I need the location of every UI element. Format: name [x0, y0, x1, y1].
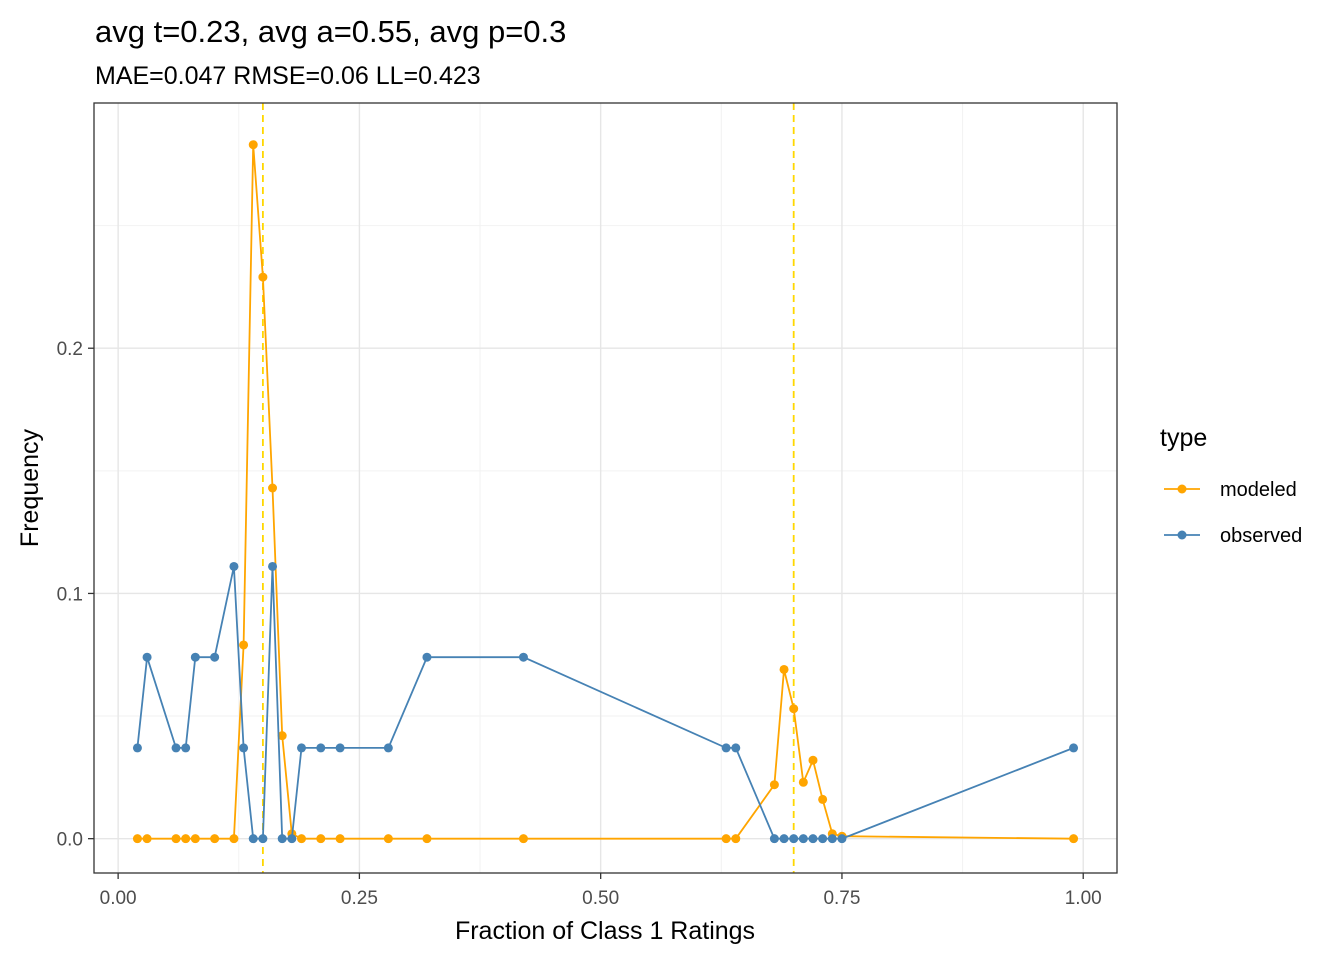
data-point-modeled	[721, 834, 731, 844]
data-point-observed	[239, 743, 249, 753]
data-point-modeled	[518, 834, 528, 844]
data-point-modeled	[779, 664, 789, 674]
y-axis-title: Frequency	[16, 428, 44, 547]
data-point-modeled	[181, 834, 191, 844]
data-point-modeled	[132, 834, 142, 844]
x-axis-title: Fraction of Class 1 Ratings	[455, 917, 755, 945]
data-point-modeled	[248, 140, 258, 150]
data-point-modeled	[142, 834, 152, 844]
data-point-observed	[789, 834, 799, 844]
data-point-modeled	[818, 794, 828, 804]
data-point-modeled	[239, 640, 249, 650]
legend-label-observed: observed	[1220, 525, 1302, 547]
data-point-modeled	[789, 704, 799, 714]
data-point-observed	[808, 834, 818, 844]
data-point-observed	[171, 743, 181, 753]
data-point-observed	[268, 561, 278, 571]
data-point-observed	[731, 743, 741, 753]
data-point-observed	[422, 652, 432, 662]
data-point-observed	[258, 834, 268, 844]
data-point-modeled	[335, 834, 345, 844]
data-point-modeled	[210, 834, 220, 844]
data-point-observed	[769, 834, 779, 844]
x-tick-label: 0.25	[341, 888, 378, 909]
x-tick-label: 0.50	[582, 888, 619, 909]
y-tick-label: 0.2	[57, 339, 83, 360]
data-point-modeled	[258, 272, 268, 282]
data-point-observed	[818, 834, 828, 844]
data-point-modeled	[296, 834, 306, 844]
data-point-observed	[229, 561, 239, 571]
y-tick-label: 0.1	[57, 584, 83, 605]
legend-title: type	[1160, 424, 1207, 452]
data-point-modeled	[229, 834, 239, 844]
legend-key-point-observed	[1177, 530, 1187, 540]
data-point-observed	[287, 834, 297, 844]
data-point-observed	[316, 743, 326, 753]
data-point-modeled	[798, 777, 808, 787]
axes: 0.00 0.25 0.50 0.75 1.00 0.0 0.1 0.2	[57, 339, 1102, 909]
data-point-modeled	[422, 834, 432, 844]
series-layer	[132, 140, 1079, 844]
data-point-observed	[132, 743, 142, 753]
data-point-modeled	[1069, 834, 1079, 844]
data-point-observed	[335, 743, 345, 753]
data-point-observed	[779, 834, 789, 844]
data-point-modeled	[316, 834, 326, 844]
data-point-observed	[248, 834, 258, 844]
data-point-modeled	[171, 834, 181, 844]
legend-key-point-modeled	[1177, 484, 1187, 494]
data-point-modeled	[190, 834, 200, 844]
data-point-observed	[518, 652, 528, 662]
x-tick-label: 1.00	[1065, 888, 1102, 909]
data-point-observed	[181, 743, 191, 753]
data-point-modeled	[808, 755, 818, 765]
data-point-observed	[383, 743, 393, 753]
y-tick-label: 0.0	[57, 830, 83, 851]
legend-label-modeled: modeled	[1220, 479, 1297, 501]
data-point-observed	[142, 652, 152, 662]
data-point-observed	[837, 834, 847, 844]
data-point-modeled	[383, 834, 393, 844]
data-point-observed	[827, 834, 837, 844]
x-tick-label: 0.00	[100, 888, 137, 909]
data-point-modeled	[268, 483, 278, 493]
legend: type modeled observed	[1160, 424, 1302, 547]
data-point-modeled	[731, 834, 741, 844]
data-point-observed	[277, 834, 287, 844]
data-point-observed	[210, 652, 220, 662]
chart-title: avg t=0.23, avg a=0.55, avg p=0.3	[95, 14, 566, 49]
reference-lines	[261, 103, 795, 873]
data-point-modeled	[769, 780, 779, 790]
data-point-observed	[798, 834, 808, 844]
panel-border	[93, 102, 1118, 874]
x-tick-label: 0.75	[823, 888, 860, 909]
data-point-observed	[296, 743, 306, 753]
chart-subtitle: MAE=0.047 RMSE=0.06 LL=0.423	[95, 62, 481, 90]
data-point-observed	[721, 743, 731, 753]
data-point-modeled	[277, 731, 287, 741]
data-point-observed	[190, 652, 200, 662]
data-point-observed	[1069, 743, 1079, 753]
